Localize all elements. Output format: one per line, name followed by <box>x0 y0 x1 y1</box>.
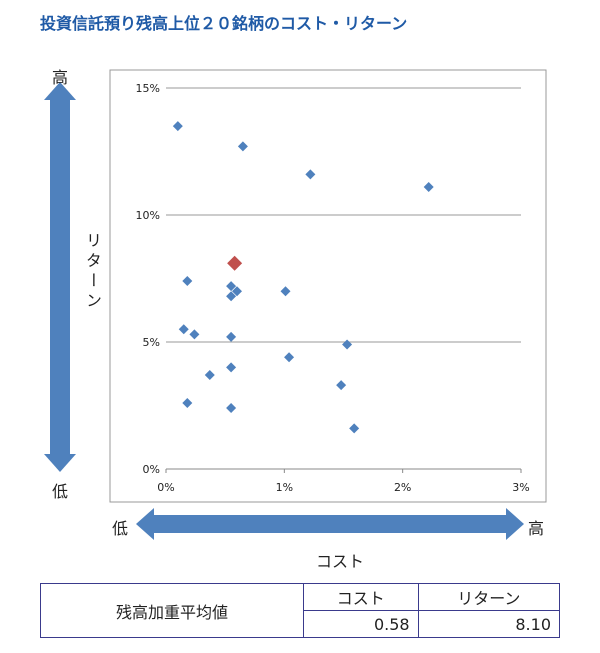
data-point <box>237 141 248 152</box>
x-axis-name: コスト <box>316 552 365 571</box>
summary-value-return: 8.10 <box>417 610 561 638</box>
data-point <box>182 397 193 408</box>
data-point <box>305 169 316 180</box>
y-tick-labels: 0% 5% 10% 15% <box>136 82 160 476</box>
summary-header-return: リターン <box>417 583 561 611</box>
plot-frame <box>109 69 547 503</box>
summary-value-row: 0.58 8.10 <box>41 610 561 638</box>
data-point <box>204 370 215 381</box>
data-point <box>226 331 237 342</box>
summary-row-label: 残高加重平均値 <box>40 583 304 638</box>
data-point <box>172 121 183 132</box>
x-tick-labels: 0% 1% 2% 3% <box>157 481 529 494</box>
x-tick-label: 2% <box>394 481 411 494</box>
data-point <box>226 291 237 302</box>
x-axis-high-label: 高 <box>528 519 545 538</box>
data-point <box>189 329 200 340</box>
y-tick-label: 5% <box>143 336 160 349</box>
summary-header-cost: コスト <box>303 583 419 611</box>
data-point <box>232 286 242 297</box>
data-point <box>182 276 193 287</box>
data-point <box>349 423 360 434</box>
y-axis-arrow <box>44 82 76 472</box>
data-point <box>226 281 237 292</box>
y-axis-low-label: 低 <box>52 482 69 501</box>
data-point <box>178 324 189 335</box>
summary-table: 残高加重平均値 コスト リターン 0.58 8.10 <box>40 583 561 638</box>
data-point <box>284 352 295 363</box>
data-point <box>226 403 237 414</box>
summary-value-cost: 0.58 <box>303 610 419 638</box>
y-tick-label: 0% <box>143 463 160 476</box>
y-axis-name: リターン <box>83 232 102 312</box>
data-point <box>342 339 353 350</box>
data-point <box>226 362 237 373</box>
x-axis-low-label: 低 <box>112 519 129 538</box>
weighted-average-point <box>227 255 243 271</box>
data-point <box>280 286 291 297</box>
gridlines <box>165 87 522 473</box>
data-point <box>423 182 434 193</box>
y-axis-high-label: 高 <box>52 68 69 87</box>
x-tick-label: 3% <box>512 481 529 494</box>
x-tick-label: 1% <box>276 481 293 494</box>
data-point <box>336 380 347 391</box>
y-tick-label: 10% <box>136 209 160 222</box>
data-points <box>172 121 434 434</box>
x-axis-arrow <box>136 508 524 540</box>
summary-header-row: 残高加重平均値 コスト リターン <box>40 583 561 638</box>
page-title: 投資信託預り残高上位２０銘柄のコスト・リターン <box>40 14 408 33</box>
x-tick-label: 0% <box>157 481 174 494</box>
scatter-chart: 0% 5% 10% 15% 0% 1% 2% 3% <box>44 69 547 540</box>
y-tick-label: 15% <box>136 82 160 95</box>
